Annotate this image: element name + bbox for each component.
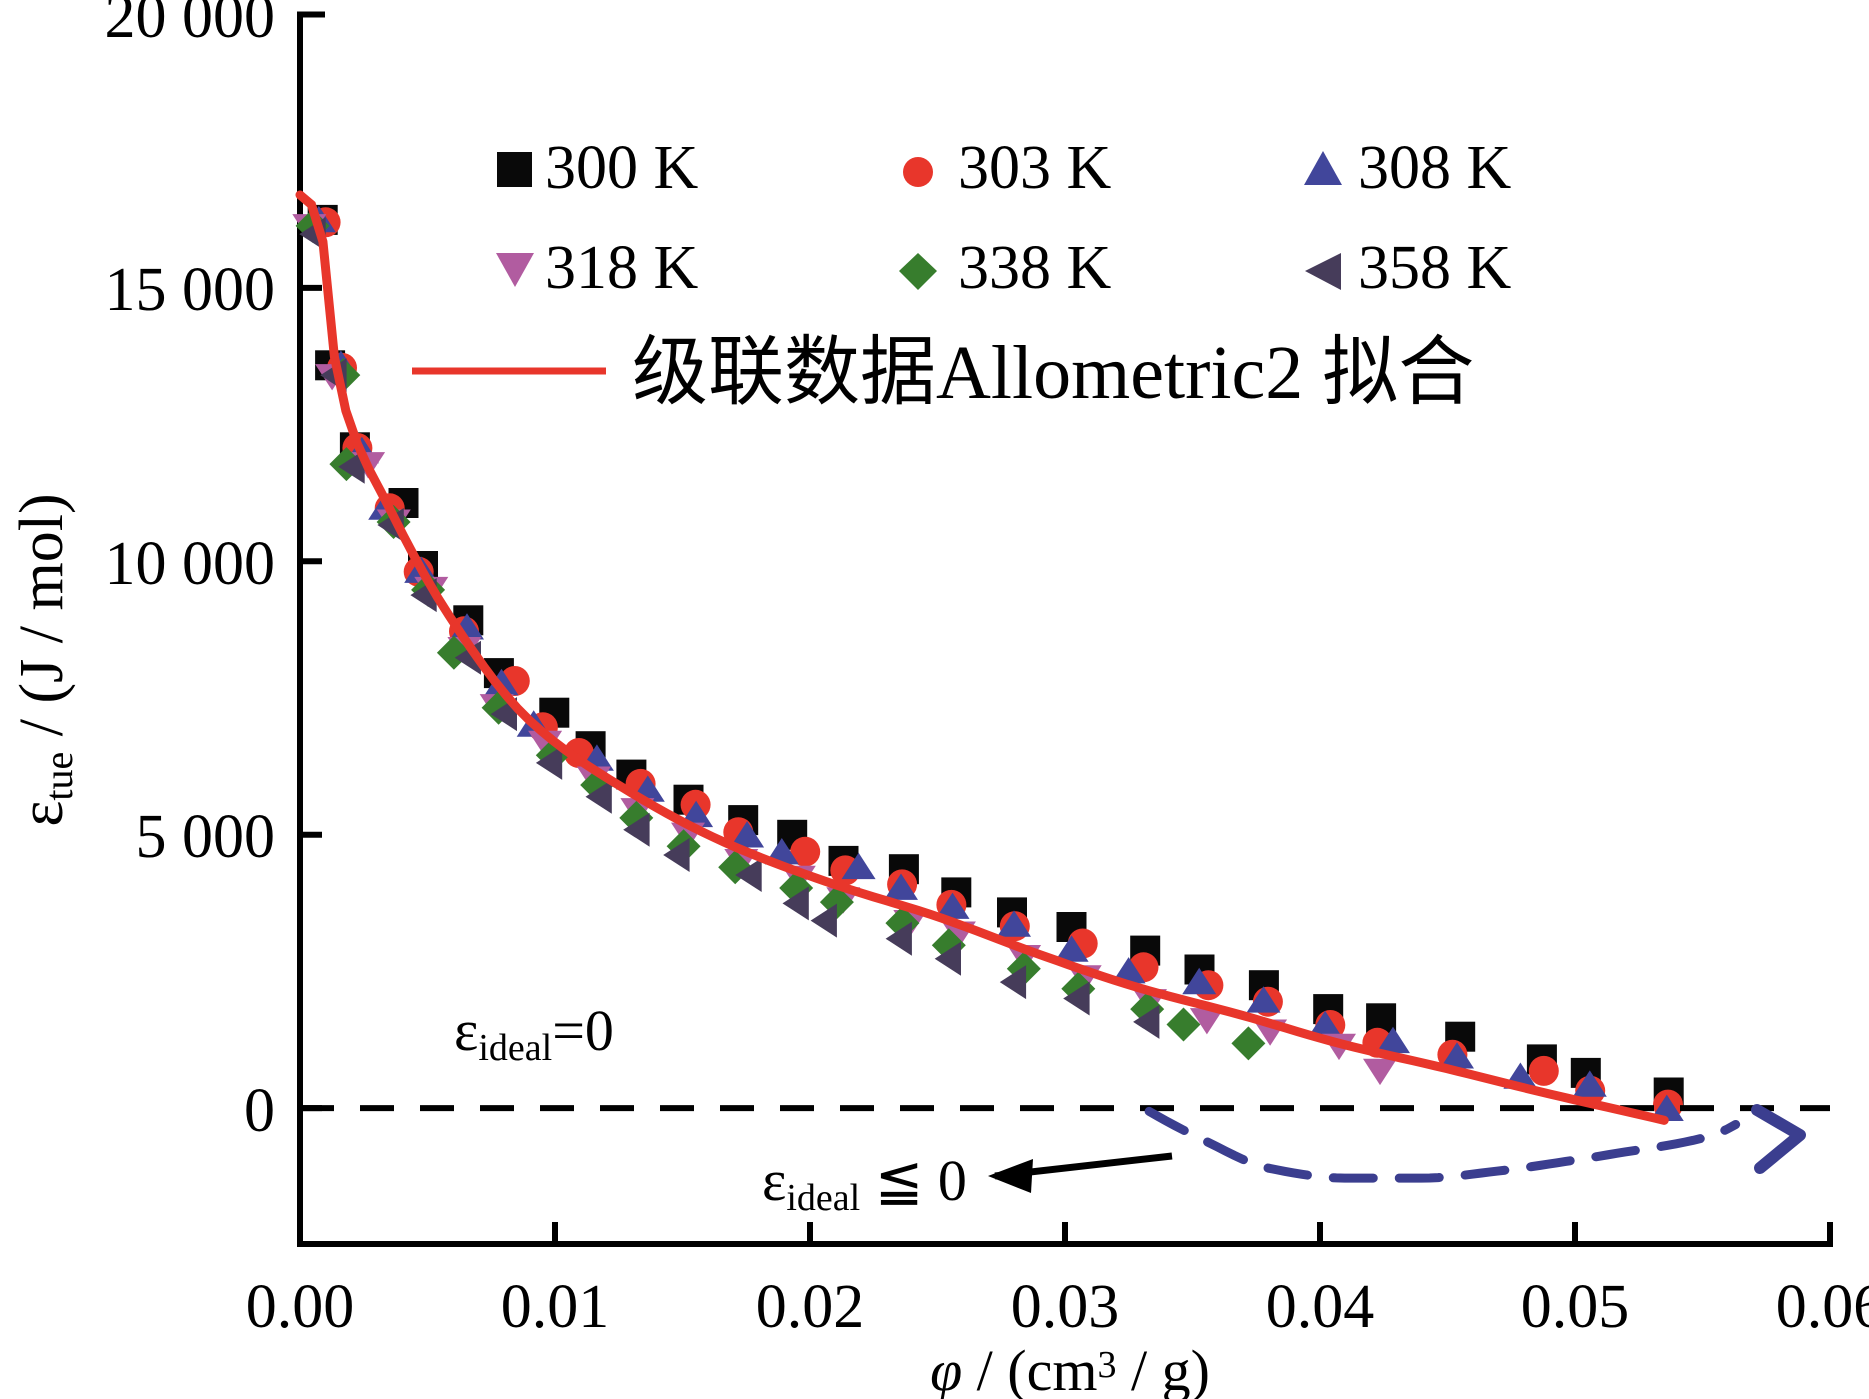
svg-text:5 000: 5 000 — [136, 803, 276, 871]
svg-text:εideal=0: εideal=0 — [454, 998, 614, 1069]
svg-text:级联数据Allometric2 拟合: 级联数据Allometric2 拟合 — [632, 331, 1474, 415]
svg-text:0.06: 0.06 — [1776, 1273, 1869, 1341]
svg-text:318 K: 318 K — [545, 234, 699, 302]
svg-text:0.04: 0.04 — [1266, 1273, 1375, 1341]
svg-text:300 K: 300 K — [545, 134, 699, 202]
svg-text:0.00: 0.00 — [246, 1273, 355, 1341]
svg-text:φ / (cm3 / g): φ / (cm3 / g) — [930, 1338, 1210, 1399]
svg-text:εideal ≦ 0: εideal ≦ 0 — [762, 1148, 967, 1219]
svg-text:0.05: 0.05 — [1521, 1273, 1630, 1341]
svg-text:15 000: 15 000 — [105, 256, 276, 324]
svg-text:0.03: 0.03 — [1011, 1273, 1120, 1341]
svg-text:20 000: 20 000 — [105, 0, 276, 51]
svg-text:0: 0 — [244, 1077, 275, 1145]
svg-text:358 K: 358 K — [1358, 234, 1512, 302]
svg-text:0.01: 0.01 — [501, 1273, 610, 1341]
svg-text:303 K: 303 K — [958, 134, 1112, 202]
svg-text:εtue / (J / mol): εtue / (J / mol) — [8, 493, 81, 826]
svg-text:308 K: 308 K — [1358, 134, 1512, 202]
svg-text:10 000: 10 000 — [105, 530, 276, 598]
svg-text:0.02: 0.02 — [756, 1273, 865, 1341]
svg-text:338 K: 338 K — [958, 234, 1112, 302]
